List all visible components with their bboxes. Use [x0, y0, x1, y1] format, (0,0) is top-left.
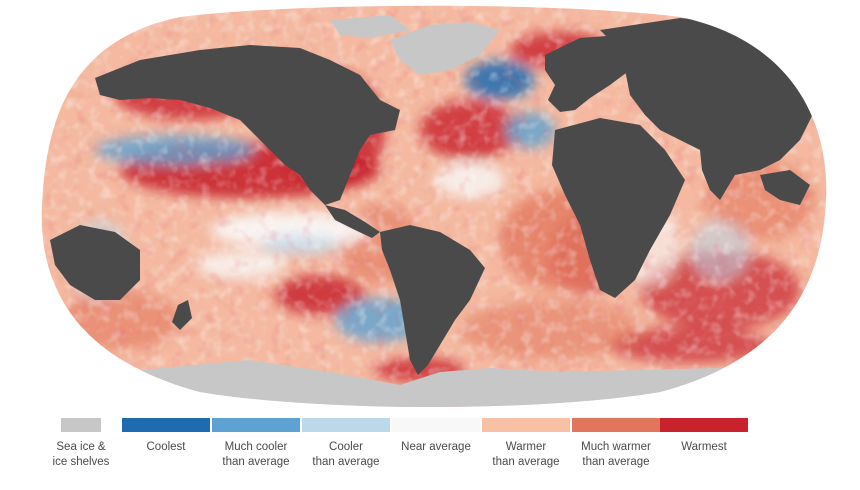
- legend-swatch: [212, 418, 300, 432]
- legend-item: Coolest: [122, 418, 210, 455]
- world-map: [41, 5, 827, 407]
- asia: [600, 18, 815, 175]
- legend-label: Warmest: [660, 440, 748, 455]
- legend-item: Sea ice & ice shelves: [45, 418, 117, 470]
- legend-label-line: Warmer: [505, 441, 547, 453]
- legend-swatch: [392, 418, 480, 432]
- legend-label-line: Much cooler: [224, 441, 288, 453]
- legend-swatch: [660, 418, 748, 432]
- legend-label-line: Near average: [401, 441, 471, 453]
- legend-label-line: ice shelves: [52, 456, 110, 468]
- legend-label-line: Warmest: [681, 441, 727, 453]
- legend-label: Warmer than average: [482, 440, 570, 470]
- greenland-ice: [390, 22, 500, 75]
- legend-label-line: Much warmer: [581, 441, 651, 453]
- legend-label-line: Cooler: [329, 441, 363, 453]
- legend-label: Sea ice & ice shelves: [45, 440, 117, 470]
- legend-label: Much warmer than average: [572, 440, 660, 470]
- legend-label: Cooler than average: [302, 440, 390, 470]
- central-america: [325, 205, 380, 238]
- legend: Sea ice & ice shelves Coolest Much cooler th…: [0, 418, 860, 490]
- southeast-asia-islands: [760, 170, 810, 205]
- india: [700, 150, 735, 200]
- legend-item: Warmer than average: [482, 418, 570, 470]
- legend-label-line: than average: [222, 456, 290, 468]
- legend-item: Near average: [392, 418, 480, 455]
- ocean-temperature-map: [41, 5, 827, 407]
- legend-label: Much cooler than average: [212, 440, 300, 470]
- north-america: [95, 45, 400, 205]
- africa: [552, 118, 685, 298]
- legend-swatch: [61, 418, 101, 432]
- legend-label: Near average: [392, 440, 480, 455]
- legend-item: Warmest: [660, 418, 748, 455]
- legend-item: Much cooler than average: [212, 418, 300, 470]
- europe: [545, 35, 640, 112]
- legend-label-line: than average: [582, 456, 650, 468]
- south-america: [380, 225, 485, 375]
- new-zealand: [172, 300, 192, 330]
- arctic-islands-ice: [330, 15, 410, 38]
- legend-item: Cooler than average: [302, 418, 390, 470]
- legend-item: Much warmer than average: [572, 418, 660, 470]
- legend-swatch: [572, 418, 660, 432]
- legend-label-line: than average: [312, 456, 380, 468]
- legend-label-line: Coolest: [146, 441, 186, 453]
- legend-label: Coolest: [122, 440, 210, 455]
- legend-label-line: than average: [492, 456, 560, 468]
- australia: [50, 225, 140, 300]
- legend-label-line: Sea ice &: [56, 441, 106, 453]
- legend-swatch: [122, 418, 210, 432]
- legend-swatch: [302, 418, 390, 432]
- legend-swatch: [482, 418, 570, 432]
